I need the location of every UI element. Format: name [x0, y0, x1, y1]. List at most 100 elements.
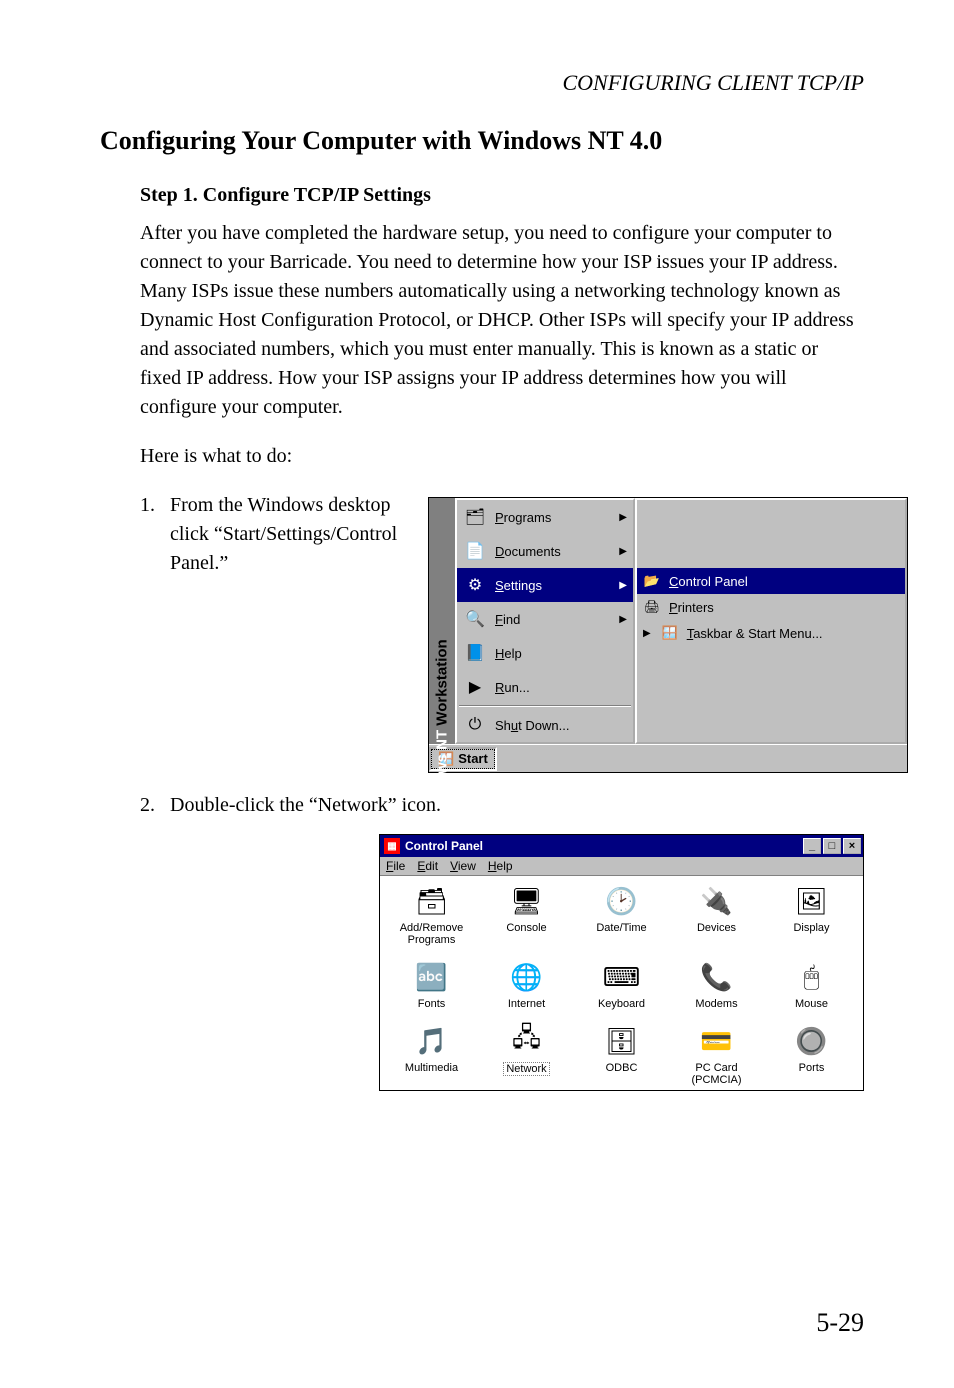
close-button[interactable]: × [843, 838, 861, 854]
start-menu-item-programs[interactable]: 🗂 Programs ▶ [457, 500, 633, 534]
cp-item-label: Ports [799, 1062, 825, 1074]
cp-item-label: Devices [697, 922, 736, 934]
step-1: 1. From the Windows desktop click “Start… [140, 491, 410, 578]
start-menu-item-label: Settings [495, 578, 611, 593]
submenu-arrow-icon: ▶ [643, 628, 651, 639]
pcmcia-icon: 💳 [700, 1024, 734, 1058]
running-header: CONFIGURING CLIENT TCP/IP [100, 70, 864, 96]
banner-workstation: Workstation [434, 639, 451, 730]
network-icon: 🖧 [510, 1024, 544, 1058]
cp-item-network[interactable]: 🖧 Network [479, 1024, 574, 1086]
control-panel-icon: ▦ [384, 838, 400, 854]
mouse-icon: 🖱 [795, 960, 829, 994]
cp-item-internet[interactable]: 🌐 Internet [479, 960, 574, 1010]
cp-item-multimedia[interactable]: 🎵 Multimedia [384, 1024, 479, 1086]
printers-icon: 🖨 [643, 598, 661, 616]
odbc-icon: 🗄 [605, 1024, 639, 1058]
cp-item-label: Display [793, 922, 829, 934]
start-menu-item-label: Shut Down... [495, 718, 627, 733]
cp-item-label: Network [503, 1062, 549, 1076]
start-menu-item-documents[interactable]: 📄Documents▶ [457, 534, 633, 568]
cp-item-console[interactable]: 🖥Console [479, 884, 574, 946]
run-icon: ▶ [463, 675, 487, 699]
settings-submenu-item-control-panel[interactable]: 📂 Control Panel [637, 568, 905, 594]
step-2-text: Double-click the “Network” icon. [170, 791, 441, 820]
step-2: 2. Double-click the “Network” icon. [140, 791, 864, 820]
devices-icon: 🔌 [700, 884, 734, 918]
fonts-icon: 🔤 [415, 960, 449, 994]
menu-view[interactable]: View [450, 859, 476, 873]
cp-item-display[interactable]: 🖼 Display [764, 884, 859, 946]
cp-item-add-remove-programs[interactable]: 🗃 Add/Remove Programs [384, 884, 479, 946]
submenu-arrow-icon: ▶ [619, 614, 627, 625]
cp-item-label: Add/Remove Programs [384, 922, 479, 946]
add-remove-programs-icon: 🗃 [415, 884, 449, 918]
submenu-arrow-icon: ▶ [619, 546, 627, 557]
start-menu-item-shut-down[interactable]: ⏻ Shut Down... [457, 708, 633, 742]
start-button-label: Start [458, 751, 488, 766]
cp-item-label: Multimedia [405, 1062, 458, 1074]
cp-item-devices[interactable]: 🔌 Devices [669, 884, 764, 946]
start-menu-settings-submenu: 📂 Control Panel 🖨 Printers ▶ 🪟 Taskbar & Start… [635, 498, 907, 744]
start-menu-banner: Windows NT Workstation [429, 498, 455, 744]
control-panel-titlebar: ▦ Control Panel _ □ × [380, 835, 863, 857]
cp-item-date-time[interactable]: 🕑Date/Time [574, 884, 669, 946]
start-menu-screenshot: Windows NT Workstation 🗂Programs▶📄Docume… [428, 497, 908, 773]
cp-item-fonts[interactable]: 🔤 Fonts [384, 960, 479, 1010]
cp-item-label: Fonts [418, 998, 446, 1010]
start-menu-item-label: Programs [495, 510, 611, 525]
find-icon: 🔍 [463, 607, 487, 631]
submenu-item-label: Control Panel [669, 574, 748, 589]
taskbar: 🪟 Start [429, 744, 907, 772]
start-menu-item-label: Documents [495, 544, 611, 559]
keyboard-icon: ⌨ [605, 960, 639, 994]
banner-windows-nt: Windows NT [434, 730, 451, 820]
settings-submenu-item-taskbar-start-menu[interactable]: ▶ 🪟 Taskbar & Start Menu... [637, 620, 905, 646]
start-menu-item-help[interactable]: 📘Help [457, 636, 633, 670]
step-1-text: From the Windows desktop click “Start/Se… [170, 491, 410, 578]
cp-item-label: Internet [508, 998, 545, 1010]
date-time-icon: 🕑 [605, 884, 639, 918]
intro-paragraph: After you have completed the hardware se… [140, 219, 864, 422]
submenu-item-label: Printers [669, 600, 714, 615]
control-panel-window: ▦ Control Panel _ □ × File Edit View Help 🗃… [379, 834, 864, 1091]
minimize-button[interactable]: _ [803, 838, 821, 854]
cp-item-keyboard[interactable]: ⌨Keyboard [574, 960, 669, 1010]
start-menu-item-label: Help [495, 646, 627, 661]
control-panel-client: 🗃 Add/Remove Programs🖥Console🕑Date/Time 🔌 D… [380, 875, 863, 1090]
maximize-button[interactable]: □ [823, 838, 841, 854]
start-menu-item-label: Run... [495, 680, 627, 695]
settings-icon: ⚙ [463, 573, 487, 597]
cp-item-ports[interactable]: 🔘Ports [764, 1024, 859, 1086]
control-panel-icon: 📂 [643, 572, 661, 590]
cp-item-odbc[interactable]: 🗄ODBC [574, 1024, 669, 1086]
multimedia-icon: 🎵 [415, 1024, 449, 1058]
section-title: Configuring Your Computer with Windows N… [100, 126, 864, 156]
start-menu-item-find[interactable]: 🔍 Find ▶ [457, 602, 633, 636]
step-1-number: 1. [140, 491, 170, 578]
cp-item-pc-card-pcmcia[interactable]: 💳PC Card (PCMCIA) [669, 1024, 764, 1086]
control-panel-title: Control Panel [405, 839, 801, 853]
control-panel-menubar: File Edit View Help [380, 857, 863, 875]
cp-item-label: Console [506, 922, 546, 934]
menu-file[interactable]: File [386, 859, 405, 873]
start-menu-item-settings[interactable]: ⚙ Settings ▶ [457, 568, 633, 602]
shutdown-icon: ⏻ [463, 713, 487, 737]
cp-item-mouse[interactable]: 🖱 Mouse [764, 960, 859, 1010]
settings-submenu-item-printers[interactable]: 🖨 Printers [637, 594, 905, 620]
menu-edit[interactable]: Edit [417, 859, 438, 873]
internet-icon: 🌐 [510, 960, 544, 994]
taskbar-icon: 🪟 [661, 624, 679, 642]
start-menu-item-run[interactable]: ▶ Run... [457, 670, 633, 704]
cp-item-label: Modems [695, 998, 737, 1010]
submenu-arrow-icon: ▶ [619, 512, 627, 523]
cp-item-label: Mouse [795, 998, 828, 1010]
start-menu-item-label: Find [495, 612, 611, 627]
submenu-arrow-icon: ▶ [619, 580, 627, 591]
page-number: 5-29 [816, 1308, 864, 1338]
menu-help[interactable]: Help [488, 859, 513, 873]
display-icon: 🖼 [795, 884, 829, 918]
submenu-item-label: Taskbar & Start Menu... [687, 626, 823, 641]
cp-item-modems[interactable]: 📞Modems [669, 960, 764, 1010]
programs-icon: 🗂 [463, 505, 487, 529]
